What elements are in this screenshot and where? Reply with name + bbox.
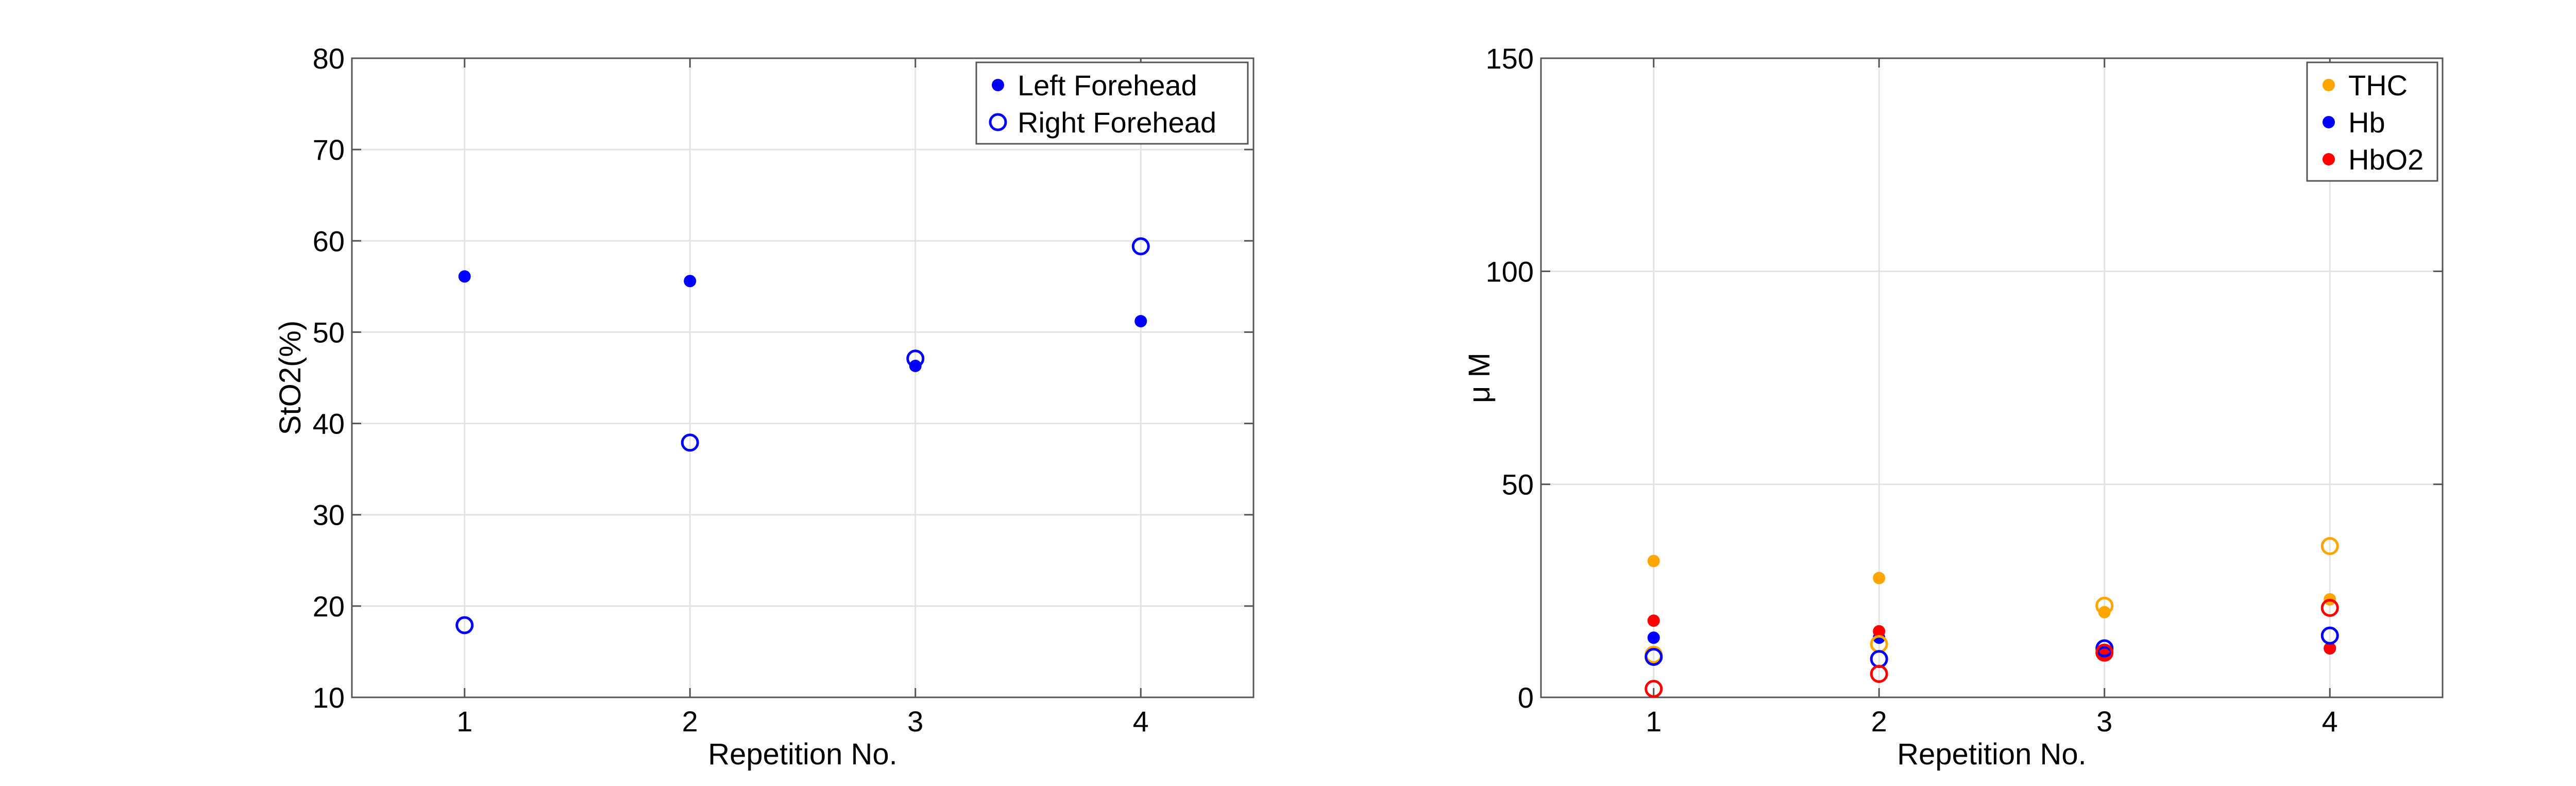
chart-1: 1 2 3 4 10 20 30 40 50 60 70 80 Repetition No. StO2(%… — [274, 42, 1255, 771]
data-point — [1870, 665, 1888, 683]
x-tick-label: 4 — [2322, 705, 2338, 738]
y-tick-label: 100 — [1486, 255, 1534, 288]
data-point — [1645, 647, 1663, 666]
data-point — [1873, 625, 1886, 638]
y-tick-label: 50 — [1502, 469, 1534, 501]
data-point — [2320, 537, 2339, 556]
y-tick-label: 80 — [313, 42, 345, 75]
y-tick-label: 50 — [313, 316, 345, 348]
x-tick-label: 3 — [907, 705, 923, 738]
plot-area — [1541, 58, 2443, 697]
legend: Left Forehead Right Forehead — [975, 61, 1249, 145]
legend-marker — [2323, 116, 2335, 128]
y-tick-label: 0 — [1518, 681, 1534, 714]
data-point — [1134, 315, 1147, 328]
y-tick-label: 70 — [313, 133, 345, 166]
data-point — [2324, 642, 2336, 655]
y-axis-label: StO2(%) — [274, 321, 307, 435]
legend: THC Hb HbO2 — [2306, 61, 2438, 182]
y-tick-label: 30 — [313, 499, 345, 531]
data-point — [1873, 572, 1886, 584]
y-tick-label: 40 — [313, 408, 345, 440]
x-tick-label: 2 — [1871, 705, 1887, 738]
x-tick-label: 4 — [1133, 705, 1149, 738]
x-tick-label: 1 — [1646, 705, 1662, 738]
legend-label: HbO2 — [2348, 143, 2424, 176]
x-tick-label: 1 — [456, 705, 472, 738]
data-point — [2095, 643, 2114, 662]
y-tick-label: 10 — [313, 681, 345, 714]
legend-label: Left Forehead — [1018, 69, 1197, 102]
legend-label: THC — [2348, 69, 2408, 102]
axes-box — [1540, 57, 2444, 698]
x-tick-label: 3 — [2096, 705, 2112, 738]
legend-marker — [992, 79, 1004, 91]
y-tick-label: 60 — [313, 225, 345, 257]
y-axis-label: μ M — [1463, 353, 1496, 403]
legend-marker — [989, 113, 1007, 131]
data-point — [684, 275, 697, 288]
data-point — [2320, 598, 2339, 617]
data-point — [1645, 679, 1663, 698]
plot-area — [352, 58, 1253, 697]
data-point — [2320, 626, 2339, 645]
axes-box — [351, 57, 1255, 698]
data-point — [2095, 596, 2114, 615]
x-tick-label: 2 — [682, 705, 698, 738]
legend-label: Right Forehead — [1018, 106, 1216, 139]
data-point — [1647, 614, 1660, 627]
data-point — [2098, 648, 2111, 661]
legend-box — [975, 61, 1249, 145]
y-tick-label: 150 — [1486, 42, 1534, 75]
x-axis-label: Repetition No. — [708, 738, 897, 771]
y-tick-label: 20 — [313, 590, 345, 623]
data-point — [2098, 606, 2111, 618]
legend-marker — [2323, 79, 2335, 91]
data-point — [455, 616, 474, 634]
data-point — [1647, 555, 1660, 567]
data-point — [458, 270, 471, 283]
data-point — [1647, 631, 1660, 644]
data-point — [681, 433, 699, 452]
data-point — [906, 349, 925, 368]
legend-label: Hb — [2348, 106, 2385, 139]
x-axis-label: Repetition No. — [1897, 738, 2087, 771]
data-point — [1131, 237, 1150, 256]
chart-2: 1 2 3 4 0 50 100 150 Repetition No. μ M THC Hb HbO2 — [1463, 42, 2444, 771]
legend-marker — [2323, 153, 2335, 165]
